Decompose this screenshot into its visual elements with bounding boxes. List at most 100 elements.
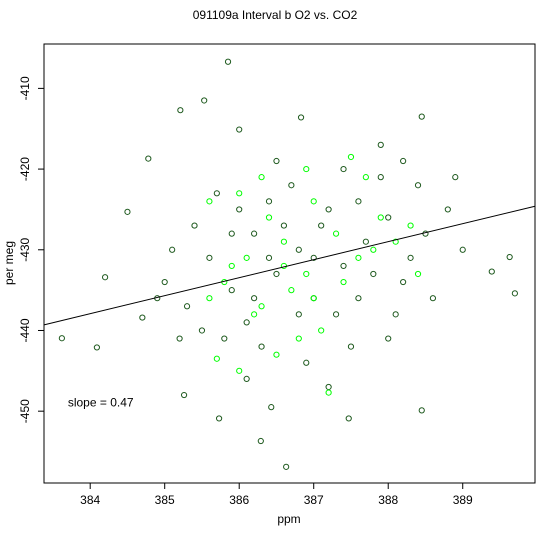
point	[228, 262, 235, 270]
point	[177, 107, 184, 114]
point	[257, 437, 264, 445]
point	[236, 367, 243, 374]
point	[310, 198, 317, 205]
point	[310, 295, 317, 302]
point	[201, 97, 208, 104]
point	[303, 165, 310, 173]
point	[400, 157, 407, 165]
y-tick-label: -420	[18, 157, 32, 181]
point	[303, 359, 310, 366]
point	[183, 303, 191, 310]
point	[418, 407, 425, 414]
point	[407, 254, 414, 261]
point	[340, 278, 347, 286]
point	[161, 278, 168, 286]
y-tick-label: -450	[18, 399, 32, 423]
point	[488, 268, 495, 275]
point	[347, 153, 355, 161]
point	[258, 343, 265, 350]
point	[280, 222, 288, 229]
point	[180, 391, 188, 399]
point	[251, 311, 258, 318]
point	[288, 287, 295, 294]
point	[377, 174, 384, 181]
plot-box	[43, 43, 536, 484]
chart-title: 091109a Interval b O2 vs. CO2	[193, 8, 358, 22]
point	[273, 157, 280, 165]
x-tick-label: 388	[378, 493, 398, 507]
point	[332, 311, 340, 318]
point	[392, 311, 399, 318]
point	[101, 274, 109, 281]
point	[295, 311, 302, 318]
point	[251, 230, 258, 237]
point	[310, 254, 317, 261]
point	[370, 246, 377, 253]
x-tick-label: 384	[80, 493, 100, 507]
point	[206, 295, 213, 302]
y-tick-label: -430	[18, 237, 32, 261]
point	[385, 214, 392, 221]
point	[206, 254, 213, 261]
point	[198, 327, 206, 334]
x-axis-label: ppm	[277, 512, 300, 526]
point	[325, 206, 332, 213]
point	[265, 214, 273, 221]
point	[191, 222, 198, 229]
point	[283, 463, 290, 470]
point	[58, 335, 65, 342]
point	[377, 141, 384, 148]
fit-line	[43, 205, 536, 326]
point	[145, 155, 152, 162]
point	[273, 351, 280, 358]
y-tick-label: -410	[18, 76, 32, 100]
point	[511, 290, 518, 297]
point	[228, 287, 235, 294]
point	[280, 238, 288, 245]
y-axis-label: per meg	[2, 241, 16, 285]
point	[400, 278, 407, 286]
point	[459, 246, 466, 253]
point	[236, 190, 243, 197]
point	[392, 238, 399, 245]
point	[340, 165, 347, 173]
point	[268, 404, 275, 411]
point	[215, 415, 223, 422]
point	[213, 355, 220, 362]
point	[236, 126, 243, 133]
point	[325, 383, 332, 391]
point	[265, 254, 273, 261]
point	[243, 319, 250, 326]
point	[258, 303, 265, 310]
point	[176, 335, 183, 342]
point	[93, 344, 100, 351]
point	[318, 222, 325, 229]
point	[243, 375, 250, 382]
point	[303, 270, 310, 278]
point	[414, 182, 422, 189]
point	[452, 174, 459, 181]
point	[251, 295, 258, 302]
point	[318, 327, 325, 334]
point	[258, 174, 265, 181]
point	[362, 174, 369, 181]
point	[506, 253, 513, 261]
point	[355, 295, 362, 302]
x-tick-label: 387	[304, 493, 324, 507]
point	[213, 190, 220, 197]
point	[429, 295, 437, 302]
x-tick-label: 386	[229, 493, 249, 507]
point	[332, 230, 340, 237]
point	[221, 335, 228, 342]
point	[377, 214, 384, 221]
point	[273, 270, 280, 278]
point	[236, 206, 243, 213]
point	[224, 58, 232, 65]
point	[355, 254, 362, 261]
x-tick-label: 389	[453, 493, 473, 507]
point	[169, 246, 176, 253]
point	[385, 335, 392, 342]
point	[124, 208, 131, 215]
point	[228, 230, 235, 237]
